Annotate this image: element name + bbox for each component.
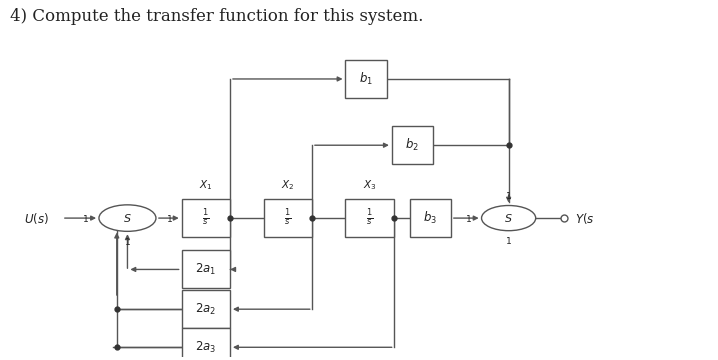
Bar [345,60,387,98]
Bar [392,126,433,164]
Bar [182,251,230,288]
Text: $1$: $1$ [505,190,512,201]
Text: $S$: $S$ [504,212,513,224]
Text: $U(s)$: $U(s)$ [24,211,49,226]
Bar [182,290,230,328]
Bar [264,199,312,237]
Text: $\frac{1}{s}$: $\frac{1}{s}$ [284,208,292,228]
Text: $1$: $1$ [166,213,173,224]
Circle shape [99,205,156,231]
Text: $2a_1$: $2a_1$ [195,262,216,277]
Text: $Y(s$: $Y(s$ [575,211,595,226]
Text: $S$: $S$ [123,212,132,224]
Text: $\frac{1}{s}$: $\frac{1}{s}$ [366,208,373,228]
Text: $1$: $1$ [465,213,472,224]
Text: $X_2$: $X_2$ [281,178,294,192]
Text: $2a_3$: $2a_3$ [195,340,216,355]
Text: $1$: $1$ [505,235,512,246]
Bar [182,328,230,360]
Text: $b_3$: $b_3$ [423,210,437,226]
Text: $\frac{1}{s}$: $\frac{1}{s}$ [202,208,210,228]
Text: $2a_2$: $2a_2$ [195,302,216,317]
Text: $X_1$: $X_1$ [199,178,213,192]
Text: $b_2$: $b_2$ [406,137,419,153]
Text: $b_1$: $b_1$ [359,71,373,87]
Text: $X_3$: $X_3$ [363,178,376,192]
Bar [409,199,451,237]
Text: $1$: $1$ [82,213,89,224]
Circle shape [482,206,536,231]
Text: 4) Compute the transfer function for this system.: 4) Compute the transfer function for thi… [10,8,424,25]
Text: $1$: $1$ [124,236,131,247]
Bar [345,199,394,237]
Bar [182,199,230,237]
